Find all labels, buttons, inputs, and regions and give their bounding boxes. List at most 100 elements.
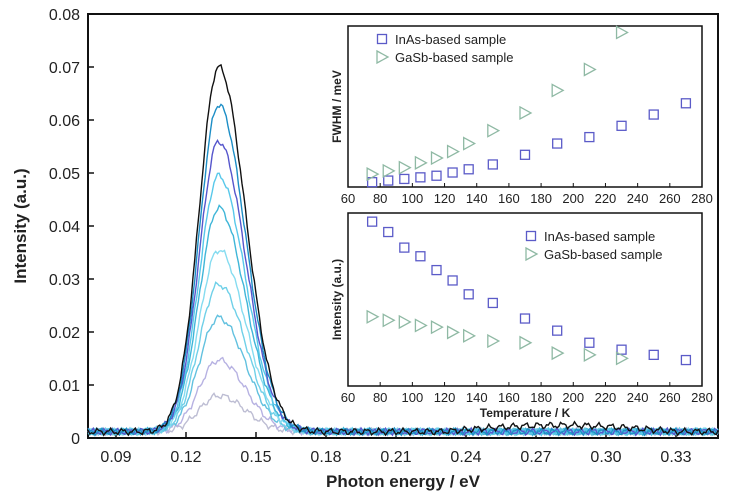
x-tick-label: 0.21 (380, 449, 411, 466)
x-tick-label: 0.18 (310, 449, 341, 466)
data-point (519, 149, 531, 160)
x-tick-label: 0.33 (660, 449, 691, 466)
data-point (415, 251, 426, 262)
inset-fwhm-plot: 60 80 100 120 140 160 180 200 220 240 260 280 FWHM /… (330, 25, 713, 206)
inset-x-tick-label: 200 (562, 191, 584, 206)
x-tick-label: 0.09 (100, 449, 131, 466)
legend-marker (376, 49, 390, 65)
x-tick-label: 0.24 (450, 449, 481, 466)
data-point (398, 314, 412, 330)
data-point (551, 346, 565, 361)
inset-x-tick-label: 60 (341, 191, 355, 206)
inset-x-tick-label: 220 (595, 390, 617, 405)
data-point (551, 83, 565, 98)
data-point (430, 150, 444, 166)
inset-x-tick-label: 220 (595, 191, 617, 206)
data-point (383, 175, 394, 186)
data-point (583, 347, 597, 362)
data-point (447, 275, 458, 286)
data-point (487, 159, 498, 170)
data-point (616, 120, 627, 131)
legend-label: InAs-based sample (544, 229, 655, 244)
inset-x-tick-label: 100 (402, 191, 424, 206)
data-point (447, 167, 458, 178)
data-point (463, 289, 474, 300)
data-point (648, 349, 659, 361)
data-point (616, 344, 627, 355)
inset-x-tick-label: 240 (627, 191, 649, 206)
inset-x-tick-label: 180 (530, 191, 552, 206)
data-point (366, 309, 380, 324)
inset-x-tick-label: 100 (402, 390, 424, 405)
data-point (414, 318, 428, 333)
inset-frame (347, 212, 703, 387)
y-tick-label: 0.08 (49, 7, 80, 24)
x-tick-label: 0.15 (240, 449, 271, 466)
x-tick-label: 0.30 (590, 449, 621, 466)
data-point (430, 320, 444, 335)
y-tick-label: 0.02 (49, 325, 80, 342)
spectrum-line (87, 63, 719, 437)
inset-x-tick-label: 280 (691, 191, 713, 206)
data-point (398, 160, 412, 175)
inset-x-tick-label: 60 (341, 390, 355, 405)
inset-x-tick-label: 180 (530, 390, 552, 405)
data-point (487, 297, 498, 309)
data-point (414, 155, 428, 170)
spectrum-line (87, 138, 719, 437)
inset-x-tick-label: 240 (627, 390, 649, 405)
spectrum-line (87, 103, 719, 437)
data-point (463, 136, 477, 151)
inset-x-tick-label: 120 (434, 191, 456, 206)
inset-x-tick-label: 280 (691, 390, 713, 405)
legend-label: InAs-based sample (395, 32, 506, 47)
data-point (584, 131, 595, 143)
inset-x-tick-label: 80 (373, 390, 387, 405)
inset-y-axis-label: FWHM / meV (330, 70, 344, 143)
data-point (431, 170, 442, 181)
y-tick-label: 0.03 (49, 272, 80, 289)
data-point (383, 226, 394, 238)
x-axis-label: Photon energy / eV (326, 472, 481, 491)
data-point (487, 333, 501, 349)
inset-x-tick-label: 160 (498, 390, 520, 405)
data-point (382, 313, 396, 328)
legend-marker (525, 246, 539, 262)
inset-x-tick-label: 260 (659, 191, 681, 206)
data-point (446, 325, 460, 340)
y-tick-label: 0 (71, 431, 80, 448)
inset-x-tick-label: 120 (434, 390, 456, 405)
data-point (399, 173, 410, 185)
data-point (431, 264, 442, 276)
data-point (648, 109, 659, 120)
main-plot: 0 0.01 0.02 0.03 0.04 0.05 0.06 0.07 0.08 0.09 0.1… (11, 7, 719, 491)
legend-label: GaSb-based sample (395, 50, 514, 65)
inset-frame (347, 25, 703, 188)
y-tick-label: 0.07 (49, 60, 80, 77)
data-point (519, 335, 533, 350)
inset-y-axis-label: Intensity (a.u.) (330, 259, 344, 340)
inset-x-tick-label: 260 (659, 390, 681, 405)
y-tick-label: 0.04 (49, 219, 80, 236)
data-point (382, 163, 396, 178)
legend-label: GaSb-based sample (544, 247, 663, 262)
inset-x-tick-label: 160 (498, 191, 520, 206)
data-point (519, 313, 531, 324)
y-tick-label: 0.06 (49, 113, 80, 130)
inset-x-tick-label: 200 (562, 390, 584, 405)
data-point (583, 62, 597, 77)
data-point (463, 328, 477, 343)
inset-x-tick-label: 80 (373, 191, 387, 206)
data-point (552, 325, 563, 336)
data-point (366, 167, 380, 182)
data-point (463, 164, 474, 175)
data-point (680, 354, 692, 366)
y-axis-label: Intensity (a.u.) (11, 168, 30, 283)
data-point (366, 216, 378, 227)
inset-intensity-plot: 60 80 100 120 140 160 180 200 220 240 260 280 Temper… (330, 212, 713, 420)
legend-marker (525, 230, 537, 242)
inset-x-axis-label: Temperature / K (480, 406, 571, 420)
y-tick-label: 0.01 (49, 378, 80, 395)
